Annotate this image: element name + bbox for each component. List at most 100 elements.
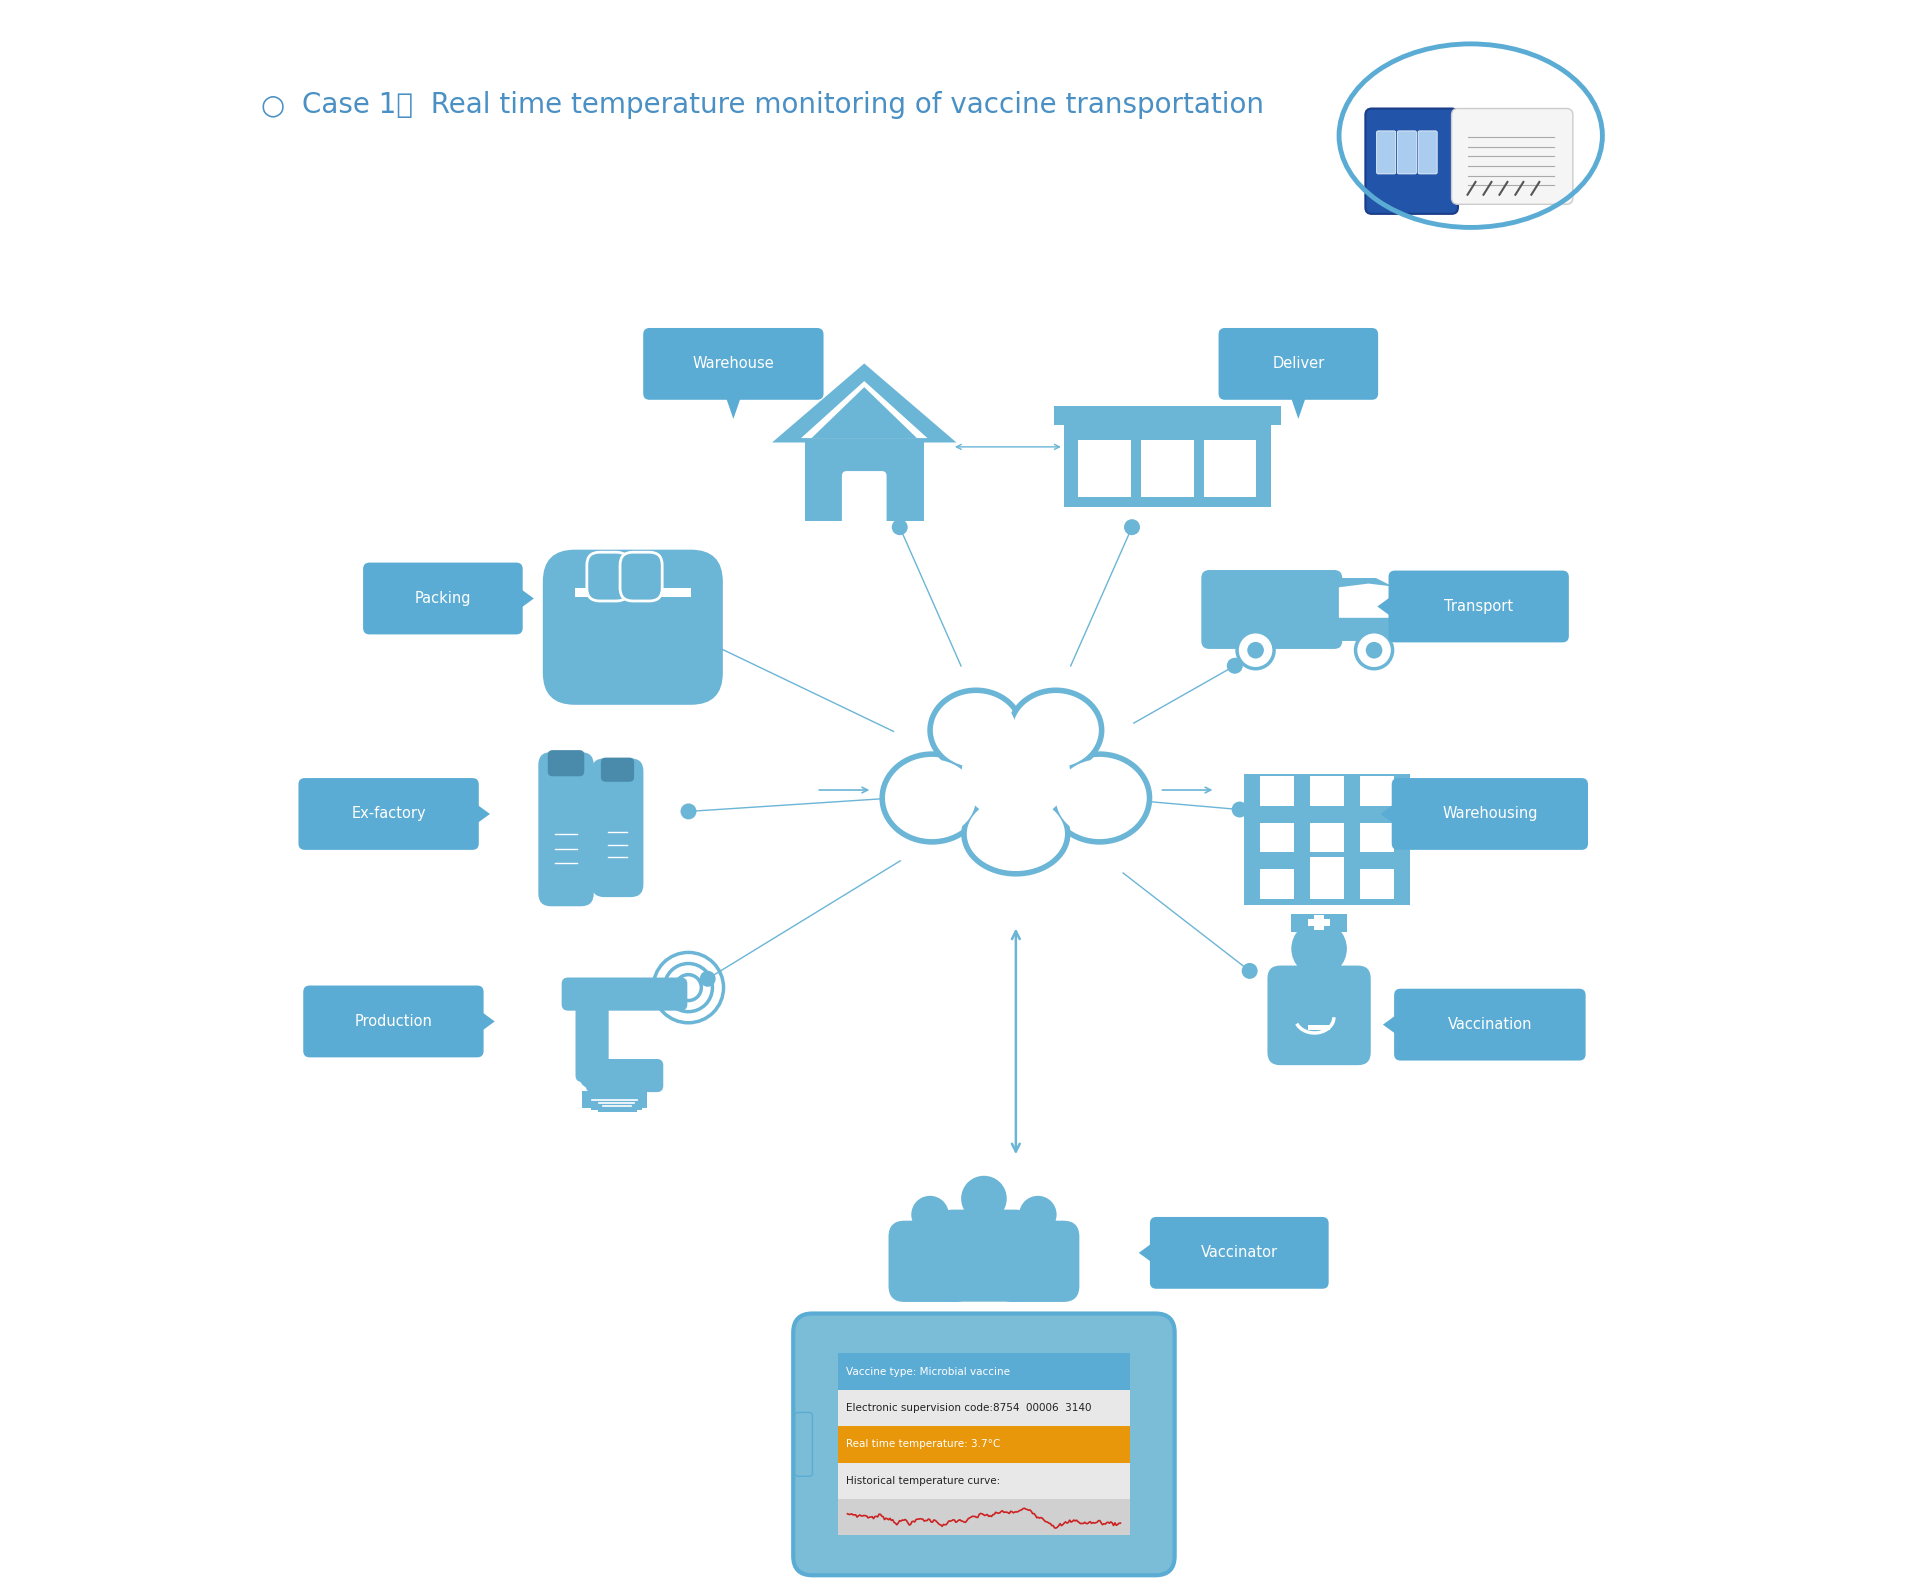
Ellipse shape xyxy=(962,726,1069,822)
FancyBboxPatch shape xyxy=(1311,857,1344,899)
Text: Vaccination: Vaccination xyxy=(1448,1017,1532,1033)
Polygon shape xyxy=(801,381,927,439)
Polygon shape xyxy=(1139,1240,1156,1266)
FancyBboxPatch shape xyxy=(1361,868,1394,899)
Circle shape xyxy=(1227,658,1242,674)
Ellipse shape xyxy=(1056,760,1144,836)
Polygon shape xyxy=(772,364,956,442)
FancyBboxPatch shape xyxy=(576,996,609,1082)
Circle shape xyxy=(1292,921,1346,977)
FancyBboxPatch shape xyxy=(591,1096,641,1109)
Polygon shape xyxy=(1338,584,1400,618)
Circle shape xyxy=(1365,642,1382,659)
FancyBboxPatch shape xyxy=(547,750,584,776)
Ellipse shape xyxy=(964,795,1068,875)
FancyBboxPatch shape xyxy=(1452,109,1572,204)
FancyBboxPatch shape xyxy=(937,1210,1031,1302)
FancyBboxPatch shape xyxy=(1202,570,1342,650)
FancyBboxPatch shape xyxy=(1064,498,1271,506)
FancyBboxPatch shape xyxy=(563,977,687,1010)
FancyBboxPatch shape xyxy=(543,549,722,705)
Text: Deliver: Deliver xyxy=(1273,356,1325,372)
Ellipse shape xyxy=(929,691,1021,771)
Text: Warehousing: Warehousing xyxy=(1442,806,1538,822)
FancyBboxPatch shape xyxy=(793,1314,1175,1575)
Ellipse shape xyxy=(1016,696,1096,766)
Circle shape xyxy=(962,1176,1006,1221)
FancyBboxPatch shape xyxy=(1394,990,1586,1061)
FancyBboxPatch shape xyxy=(1079,440,1131,496)
Polygon shape xyxy=(1377,594,1396,619)
Text: Warehouse: Warehouse xyxy=(693,356,774,372)
FancyBboxPatch shape xyxy=(597,1100,637,1112)
FancyBboxPatch shape xyxy=(837,1462,1131,1499)
FancyBboxPatch shape xyxy=(1219,327,1379,401)
FancyBboxPatch shape xyxy=(996,1221,1079,1302)
FancyBboxPatch shape xyxy=(1260,868,1294,899)
FancyBboxPatch shape xyxy=(1388,571,1569,643)
FancyBboxPatch shape xyxy=(1315,916,1323,930)
Polygon shape xyxy=(1290,394,1308,418)
Polygon shape xyxy=(1334,578,1413,642)
Circle shape xyxy=(912,1195,948,1234)
FancyBboxPatch shape xyxy=(1260,776,1294,806)
Circle shape xyxy=(1020,1195,1056,1234)
FancyBboxPatch shape xyxy=(582,1092,647,1108)
Circle shape xyxy=(705,637,720,653)
FancyBboxPatch shape xyxy=(1302,739,1354,760)
FancyBboxPatch shape xyxy=(1244,774,1411,905)
Circle shape xyxy=(699,970,716,986)
FancyBboxPatch shape xyxy=(804,436,924,522)
FancyBboxPatch shape xyxy=(1150,1218,1329,1290)
Polygon shape xyxy=(1380,801,1398,827)
Polygon shape xyxy=(812,388,918,439)
FancyBboxPatch shape xyxy=(837,1390,1131,1427)
Circle shape xyxy=(1123,519,1140,535)
FancyBboxPatch shape xyxy=(588,552,630,602)
Circle shape xyxy=(891,519,908,535)
Text: Historical temperature curve:: Historical temperature curve: xyxy=(847,1476,1000,1486)
Ellipse shape xyxy=(970,800,1062,868)
Circle shape xyxy=(1356,632,1392,669)
FancyBboxPatch shape xyxy=(1308,919,1331,926)
Circle shape xyxy=(1242,962,1258,978)
FancyBboxPatch shape xyxy=(1361,776,1394,806)
FancyBboxPatch shape xyxy=(1311,776,1344,806)
Text: Vaccinator: Vaccinator xyxy=(1200,1245,1279,1261)
FancyBboxPatch shape xyxy=(1292,913,1346,932)
Text: Ex-factory: Ex-factory xyxy=(351,806,426,822)
FancyBboxPatch shape xyxy=(643,327,824,401)
FancyBboxPatch shape xyxy=(1365,109,1457,214)
FancyBboxPatch shape xyxy=(837,1353,1131,1390)
FancyBboxPatch shape xyxy=(298,779,478,849)
FancyBboxPatch shape xyxy=(1064,423,1271,501)
Circle shape xyxy=(1236,632,1275,669)
Polygon shape xyxy=(724,394,743,418)
FancyBboxPatch shape xyxy=(1267,966,1371,1065)
FancyBboxPatch shape xyxy=(1361,822,1394,852)
Ellipse shape xyxy=(1010,691,1102,771)
Text: ○: ○ xyxy=(261,91,286,120)
Polygon shape xyxy=(516,586,534,611)
FancyBboxPatch shape xyxy=(841,471,887,527)
Ellipse shape xyxy=(881,755,981,843)
Text: Vaccine type: Microbial vaccine: Vaccine type: Microbial vaccine xyxy=(847,1366,1010,1377)
FancyBboxPatch shape xyxy=(538,752,593,907)
Ellipse shape xyxy=(889,760,975,836)
FancyBboxPatch shape xyxy=(1308,1025,1331,1029)
FancyBboxPatch shape xyxy=(601,758,634,782)
FancyBboxPatch shape xyxy=(837,1427,1131,1462)
Circle shape xyxy=(680,803,697,819)
FancyBboxPatch shape xyxy=(1392,779,1588,849)
FancyBboxPatch shape xyxy=(591,758,643,897)
Circle shape xyxy=(1231,801,1248,817)
Polygon shape xyxy=(478,1009,495,1034)
FancyBboxPatch shape xyxy=(837,1499,1131,1535)
FancyBboxPatch shape xyxy=(1054,405,1281,425)
Ellipse shape xyxy=(954,720,1077,828)
FancyBboxPatch shape xyxy=(1419,131,1438,174)
FancyBboxPatch shape xyxy=(1204,440,1256,496)
Text: Real time temperature: 3.7°C: Real time temperature: 3.7°C xyxy=(847,1440,1000,1449)
FancyBboxPatch shape xyxy=(620,552,662,602)
FancyBboxPatch shape xyxy=(1315,729,1338,769)
